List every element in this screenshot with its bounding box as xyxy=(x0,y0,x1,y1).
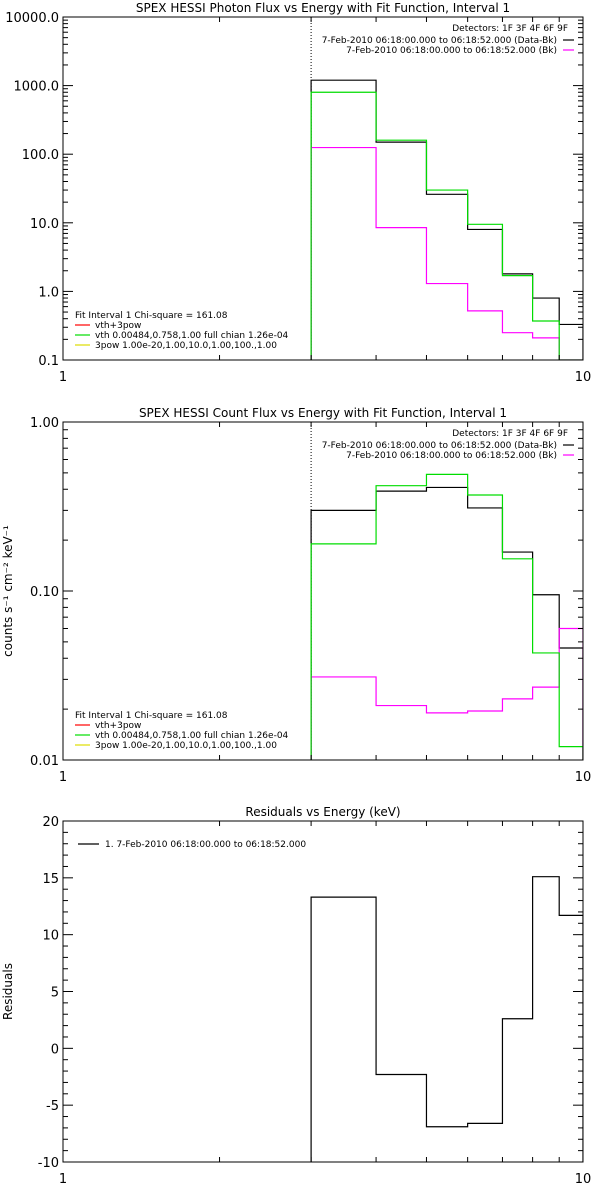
x-tick-label: 1 xyxy=(59,1172,67,1187)
y-tick-label: 10 xyxy=(42,929,59,944)
legend-entry-label: 7-Feb-2010 06:18:00.000 to 06:18:52.000 … xyxy=(322,441,557,451)
chart-title: SPEX HESSI Count Flux vs Energy with Fit… xyxy=(139,406,507,420)
x-tick-label: 10 xyxy=(575,1172,592,1187)
series-line-0 xyxy=(310,79,583,360)
y-tick-label: 0 xyxy=(51,1042,59,1057)
fit-legend-label: 3pow 1.00e-20,1.00,10.0,1.00,100.,1.00 xyxy=(95,341,277,351)
y-tick-label: 100.0 xyxy=(22,148,59,163)
chart-title: SPEX HESSI Photon Flux vs Energy with Fi… xyxy=(136,1,510,15)
series-line-0 xyxy=(310,486,583,760)
y-tick-label: 5 xyxy=(51,986,59,1001)
y-tick-label: 0.01 xyxy=(30,754,59,769)
detectors-label: Detectors: 1F 3F 4F 6F 9F xyxy=(452,429,568,439)
detectors-label: Detectors: 1F 3F 4F 6F 9F xyxy=(452,24,568,34)
fit-interval-label: Fit Interval 1 Chi-square = 161.08 xyxy=(75,311,228,321)
plot-frame xyxy=(62,421,584,761)
legend-entry-label: 7-Feb-2010 06:18:00.000 to 06:18:52.000 … xyxy=(346,451,557,461)
series-line-2 xyxy=(310,91,583,360)
plot-frame xyxy=(62,16,584,361)
y-tick-label: 0.10 xyxy=(30,585,59,600)
series-line-1 xyxy=(310,627,583,760)
fit-legend-label: vth+3pow xyxy=(95,321,141,331)
y-axis-label: counts s⁻¹ cm⁻² keV⁻¹ xyxy=(1,525,15,657)
y-tick-label: 15 xyxy=(42,872,59,887)
legend-entry-label: 1. 7-Feb-2010 06:18:00.000 to 06:18:52.0… xyxy=(105,840,306,850)
legend-entry-label: 7-Feb-2010 06:18:00.000 to 06:18:52.000 … xyxy=(322,36,557,46)
y-tick-label: 1000.0 xyxy=(14,80,60,95)
y-tick-label: -5 xyxy=(46,1099,59,1114)
plot-frame xyxy=(62,820,584,1163)
x-tick-label: 1 xyxy=(59,370,67,385)
y-tick-label: 1.0 xyxy=(38,285,59,300)
y-tick-label: 10000.0 xyxy=(5,11,59,26)
fit-legend-label: vth 0.00484,0.758,1.00 full chian 1.26e-… xyxy=(95,731,289,741)
x-tick-label: 1 xyxy=(59,770,67,785)
fit-legend-label: vth 0.00484,0.758,1.00 full chian 1.26e-… xyxy=(95,331,289,341)
series-line-2 xyxy=(310,473,583,760)
x-tick-label: 10 xyxy=(575,370,592,385)
series-line-1 xyxy=(310,146,583,360)
chart-title: Residuals vs Energy (keV) xyxy=(245,805,400,819)
y-tick-label: 1.00 xyxy=(30,416,59,431)
y-tick-label: 0.1 xyxy=(38,354,59,369)
y-axis-label: Residuals xyxy=(1,963,15,1020)
legend-entry-label: 7-Feb-2010 06:18:00.000 to 06:18:52.000 … xyxy=(346,46,557,56)
series-line-0 xyxy=(310,876,583,1162)
fit-legend-label: 3pow 1.00e-20,1.00,10.0,1.00,100.,1.00 xyxy=(95,741,277,751)
fit-legend-label: vth+3pow xyxy=(95,721,141,731)
y-tick-label: 10.0 xyxy=(30,217,59,232)
x-tick-label: 10 xyxy=(575,770,592,785)
y-tick-label: -10 xyxy=(38,1156,59,1171)
fit-interval-label: Fit Interval 1 Chi-square = 161.08 xyxy=(75,711,228,721)
y-tick-label: 20 xyxy=(42,815,59,830)
